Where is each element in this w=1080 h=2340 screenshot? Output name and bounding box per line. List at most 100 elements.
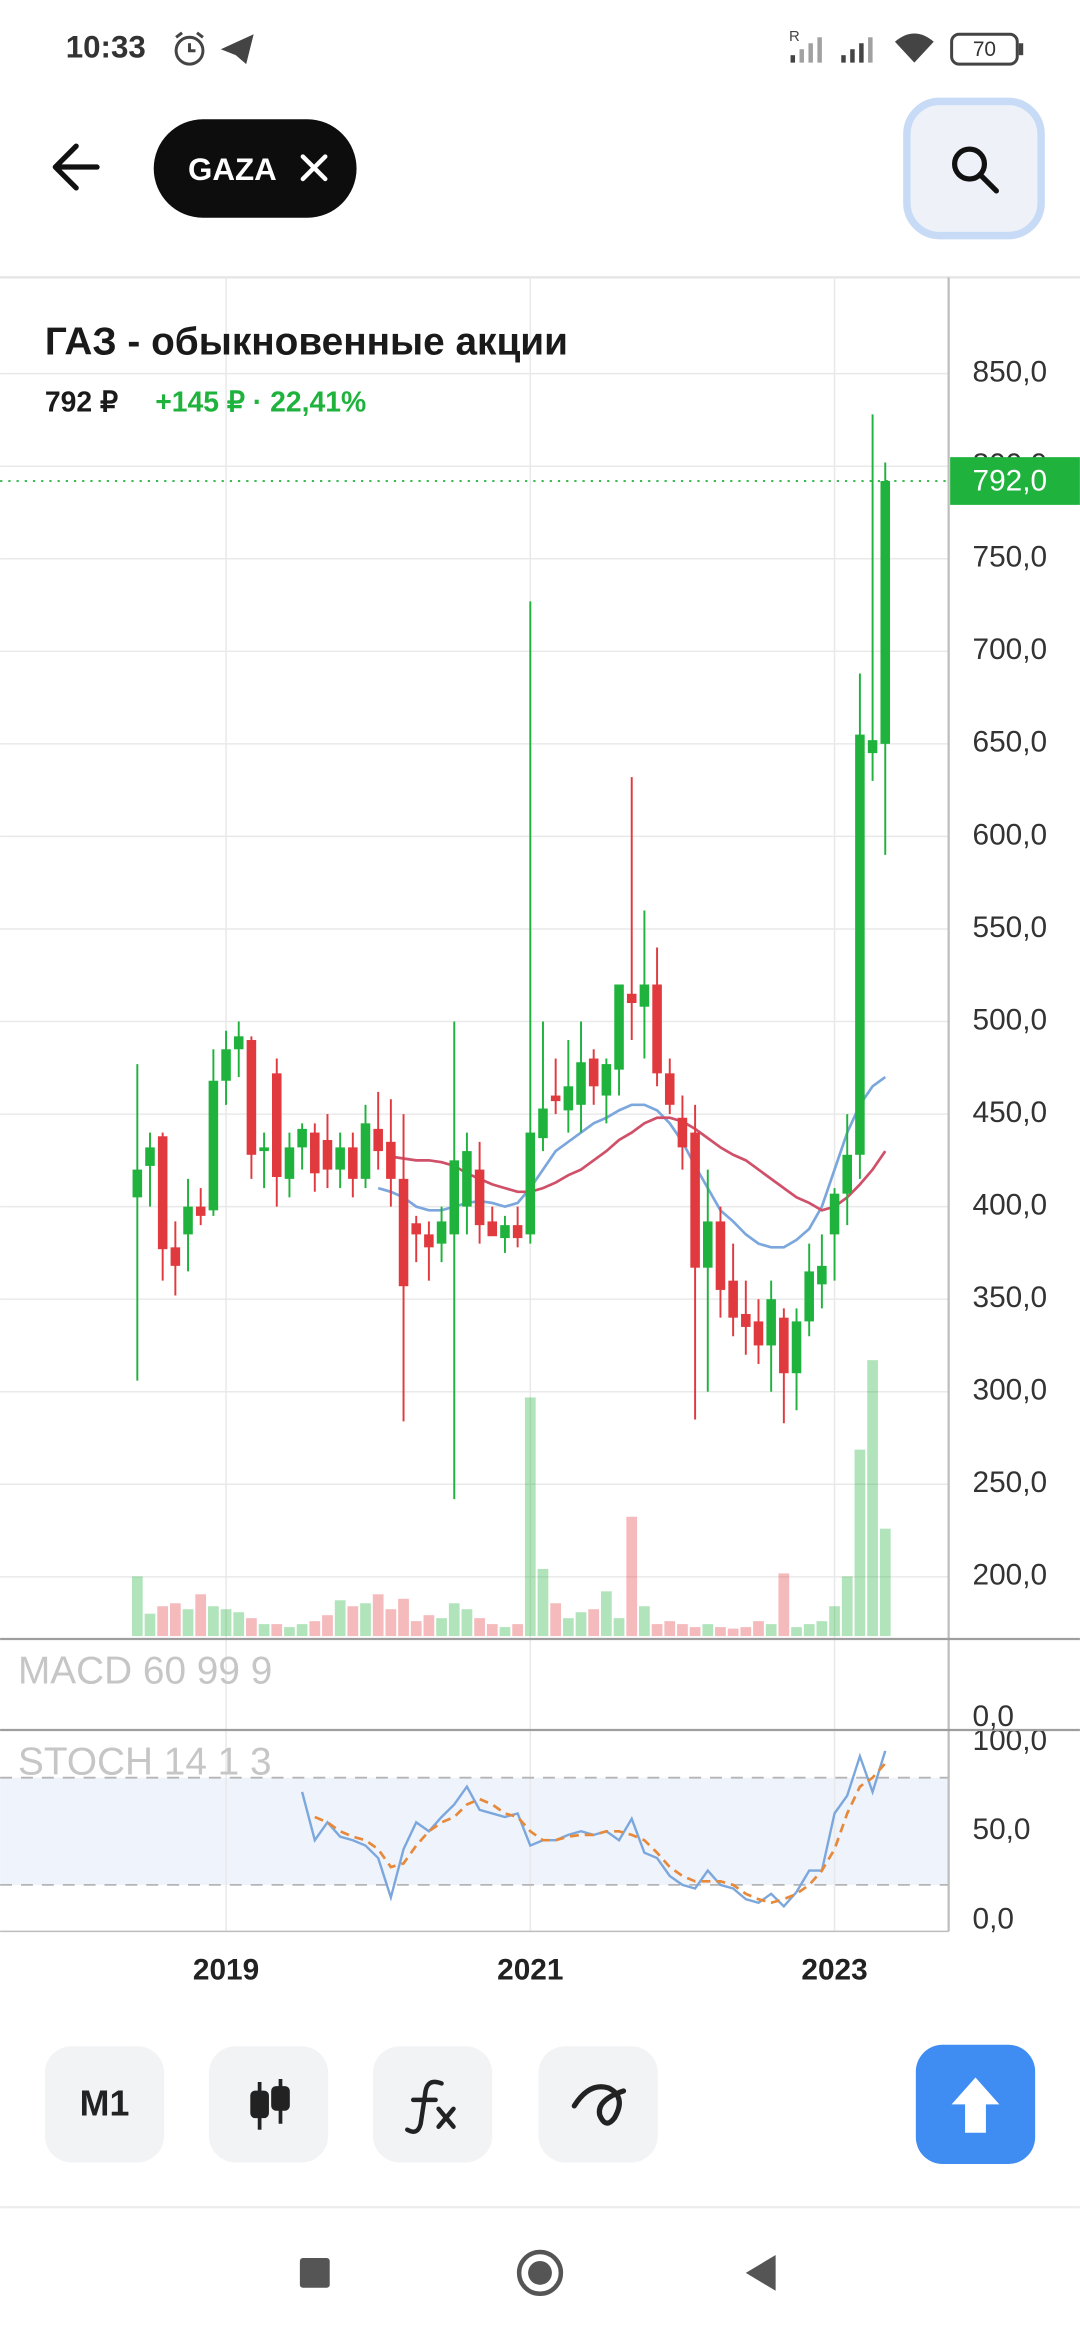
volume-bar (791, 1627, 802, 1637)
volume-bar (803, 1624, 815, 1637)
stoch-tick-label: 50,0 (973, 1813, 1031, 1846)
chart-type-button[interactable] (208, 2046, 329, 2163)
volume-bar (664, 1621, 676, 1637)
interval-button[interactable]: M1 (44, 2046, 165, 2163)
volume-bar (423, 1615, 435, 1637)
candle-body (855, 734, 865, 1155)
volume-bar (296, 1624, 308, 1637)
volume-bar (651, 1624, 663, 1637)
x-tick-label: 2019 (193, 1954, 259, 1987)
volume-bar (195, 1594, 207, 1637)
candle-body (474, 1169, 485, 1226)
candle-body (284, 1147, 295, 1179)
chip-background (153, 119, 357, 218)
candle-body (411, 1223, 421, 1235)
back-button[interactable] (52, 143, 100, 191)
candle-body (512, 1225, 523, 1239)
volume-bar (461, 1609, 473, 1637)
candle-body (538, 1108, 548, 1139)
button-background (538, 2046, 658, 2163)
candle-body (576, 1062, 586, 1105)
candle-body (791, 1321, 802, 1374)
volume-bar (524, 1397, 536, 1637)
volume-bar (474, 1618, 485, 1637)
fx-icon (405, 2079, 456, 2134)
ticker-chip[interactable]: GAZA (153, 119, 357, 218)
volume-bar (309, 1621, 321, 1637)
telegram-icon (220, 34, 254, 65)
y-tick-label: 750,0 (973, 541, 1048, 574)
volume-bar (246, 1618, 257, 1637)
chip-close-icon[interactable] (300, 154, 328, 182)
search-icon (951, 146, 988, 182)
volume-bar (715, 1627, 726, 1637)
candle-body (424, 1234, 434, 1248)
candle-body (741, 1313, 751, 1327)
candle-body (601, 1064, 612, 1096)
x-tick-label: 2021 (497, 1954, 563, 1987)
last-price-tag (950, 457, 1080, 505)
search-button-background (903, 97, 1045, 240)
candle-body (157, 1136, 168, 1250)
volume-bar (879, 1528, 891, 1637)
volume-bar (182, 1609, 194, 1637)
candle-body (348, 1147, 358, 1179)
instrument-title: ГАЗ - обыкновенные акции (45, 321, 568, 364)
x-tick-label: 2023 (801, 1954, 867, 1987)
y-tick-label: 250,0 (973, 1466, 1048, 1499)
volume-bar (157, 1606, 169, 1637)
candle-body (297, 1128, 307, 1148)
back-nav-button[interactable] (745, 2254, 776, 2291)
candle-body (829, 1193, 840, 1235)
volume-bar (398, 1598, 409, 1637)
volume-bar (702, 1624, 714, 1637)
candle-body (398, 1178, 409, 1287)
indicators-button[interactable] (372, 2046, 493, 2163)
volume-bar (829, 1606, 840, 1637)
candle-body (842, 1154, 852, 1194)
volume-bar (258, 1624, 270, 1637)
candle-body (690, 1132, 700, 1268)
macd-tick-label: 0,0 (973, 1700, 1014, 1733)
candle-body (132, 1169, 143, 1198)
interval-label: M1 (80, 2083, 130, 2123)
stoch-label: STOCH 14 1 3 (18, 1741, 272, 1784)
instrument-price: 792 ₽ (45, 387, 118, 419)
volume-bar (169, 1603, 181, 1637)
candle-body (195, 1206, 206, 1216)
chart-plot: 850,0800,0750,0700,0650,0600,0550,0500,0… (0, 277, 1080, 1987)
candle-body (310, 1132, 320, 1174)
drawing-button[interactable] (538, 2046, 658, 2163)
volume-bar (271, 1624, 283, 1637)
candle-body (145, 1147, 155, 1166)
trade-button[interactable] (915, 2044, 1036, 2165)
volume-bar (841, 1576, 853, 1637)
chart-overlay: MACD 60 99 9 0,0 STOCH 14 1 3 (0, 277, 1080, 1933)
stoch-tick-label: 0,0 (973, 1903, 1014, 1936)
y-tick-label: 600,0 (973, 818, 1048, 851)
volume-bar (448, 1603, 460, 1637)
battery-tip (1018, 43, 1024, 56)
y-tick-label: 450,0 (973, 1096, 1048, 1129)
candle-body (614, 984, 624, 1070)
y-tick-label: 850,0 (973, 356, 1048, 389)
candle-body (588, 1058, 599, 1087)
candle-body (500, 1225, 510, 1239)
search-button[interactable] (903, 97, 1045, 240)
candle-body (804, 1271, 814, 1322)
recents-button[interactable] (299, 2257, 330, 2288)
candles-icon (250, 2079, 290, 2130)
volume-bar (372, 1594, 384, 1637)
volume-bar (867, 1360, 878, 1637)
candle-body (449, 1160, 460, 1235)
toolbar: M1 (44, 2044, 1036, 2165)
volume-bar (410, 1621, 422, 1637)
candle-body (703, 1221, 713, 1268)
candle-body (728, 1280, 738, 1318)
home-button[interactable] (516, 2249, 564, 2297)
button-background (372, 2046, 493, 2163)
curve-icon (571, 2084, 627, 2126)
